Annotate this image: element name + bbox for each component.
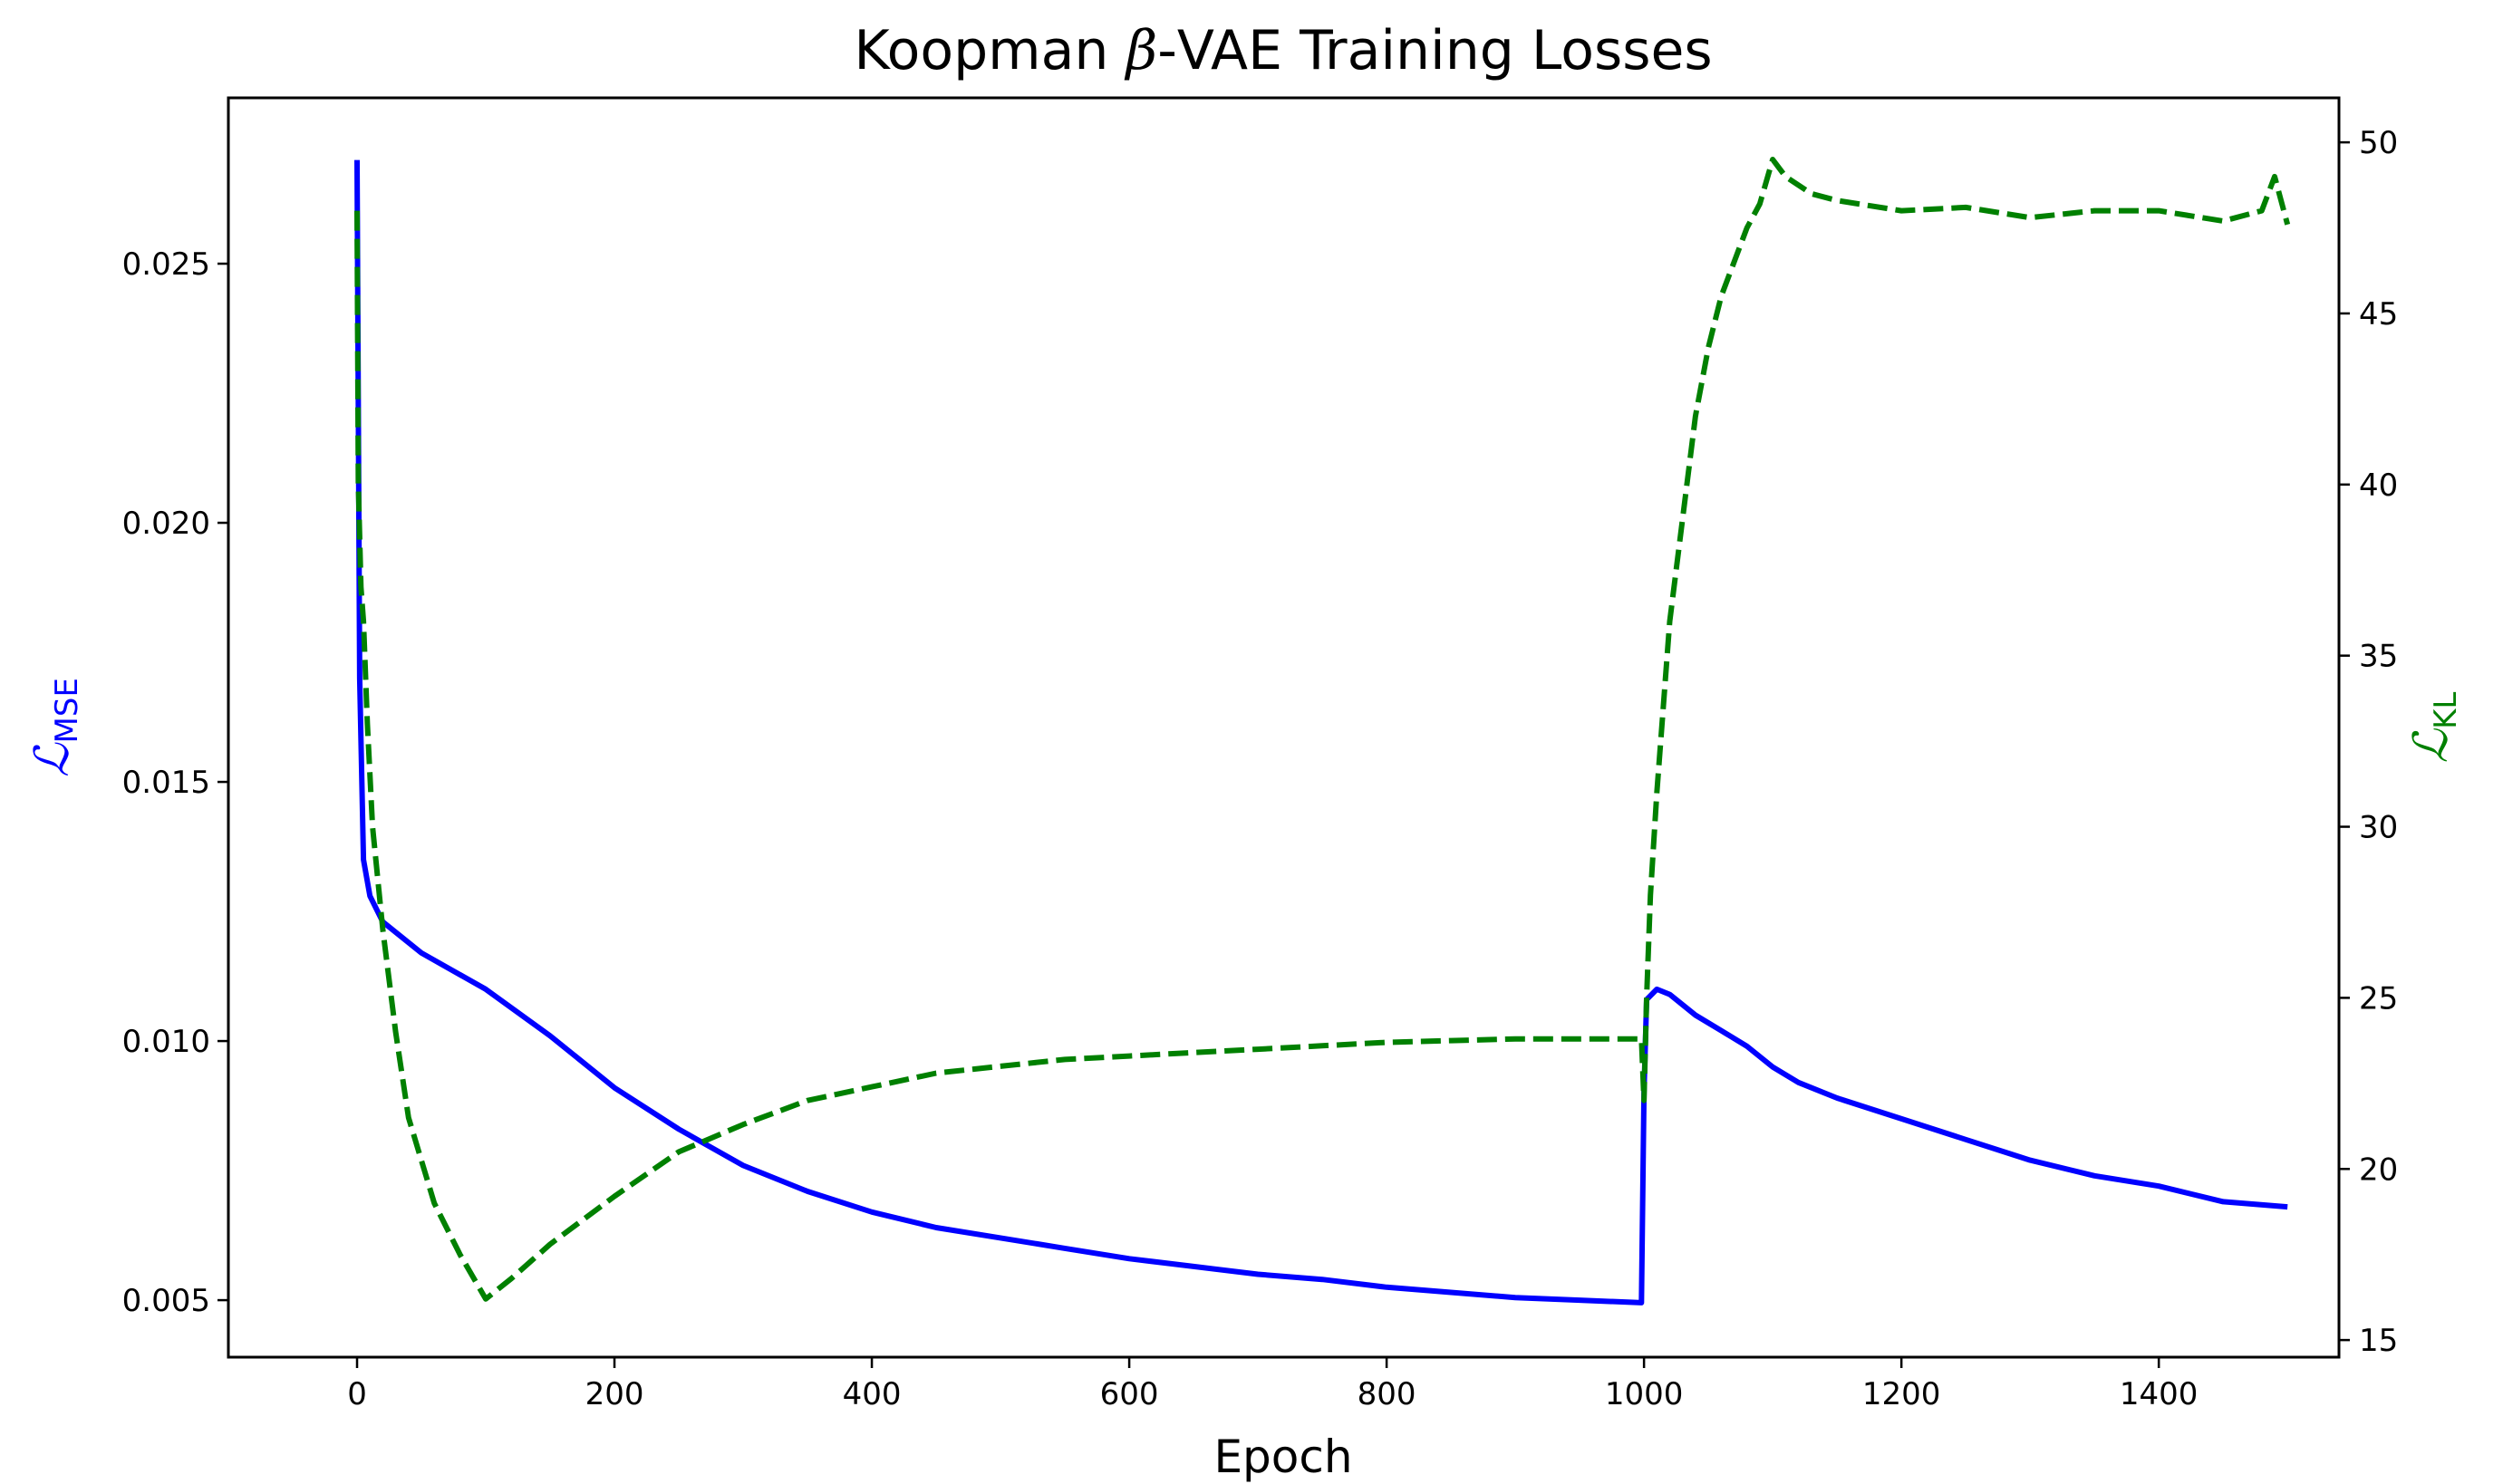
left-y-tick-label: 0.010 [122,1024,210,1060]
chart-title: Koopman β-VAE Training Losses [854,19,1712,82]
x-tick-label: 1200 [1862,1376,1941,1412]
left-y-tick-label: 0.015 [122,765,210,801]
x-axis-label: Epoch [1213,1431,1352,1483]
right-y-tick-label: 45 [2359,296,2398,332]
right-y-axis-label: ℒKL [2404,692,2464,764]
right-y-tick-label: 30 [2359,810,2398,846]
plot-frame [227,96,2341,1359]
title-beta-symbol: β [1125,19,1158,82]
x-tick-label: 400 [843,1376,902,1412]
right-y-tick-label: 35 [2359,639,2398,675]
x-tick-label: 600 [1100,1376,1159,1412]
left-y-tick-label: 0.020 [122,506,210,542]
right-y-tick-label: 25 [2359,980,2398,1017]
x-tick-label: 0 [347,1376,367,1412]
left-ylabel-subscript: MSE [49,678,85,743]
x-tick-label: 1400 [2120,1376,2199,1412]
svg-text:ℒKL: ℒKL [2404,692,2464,764]
title-suffix: -VAE Training Losses [1157,19,1712,82]
x-tick-label: 1000 [1605,1376,1684,1412]
x-tick-label: 800 [1358,1376,1416,1412]
kl-loss-line [354,157,2291,1302]
x-axis-ticks: 0 200 400 600 800 1000 1200 1400 [347,1357,2198,1412]
left-ylabel-symbol: ℒ [25,742,80,777]
right-ylabel-subscript: KL [2428,692,2464,729]
right-y-tick-label: 50 [2359,125,2398,161]
right-y-axis-ticks: 15 20 25 30 35 40 45 50 [2339,125,2398,1359]
mse-loss-line [354,159,2288,1306]
right-y-tick-label: 15 [2359,1323,2398,1359]
left-y-axis-label: ℒMSE [25,678,85,777]
svg-text:ℒMSE: ℒMSE [25,678,85,777]
series-layer [354,157,2291,1306]
left-y-tick-label: 0.025 [122,246,210,283]
left-y-tick-label: 0.005 [122,1283,210,1319]
right-y-tick-label: 40 [2359,467,2398,504]
left-y-axis-ticks: 0.005 0.010 0.015 0.020 0.025 [122,246,228,1319]
right-ylabel-symbol: ℒ [2404,728,2459,763]
title-prefix: Koopman [854,19,1126,82]
x-tick-label: 200 [585,1376,644,1412]
right-y-tick-label: 20 [2359,1152,2398,1188]
